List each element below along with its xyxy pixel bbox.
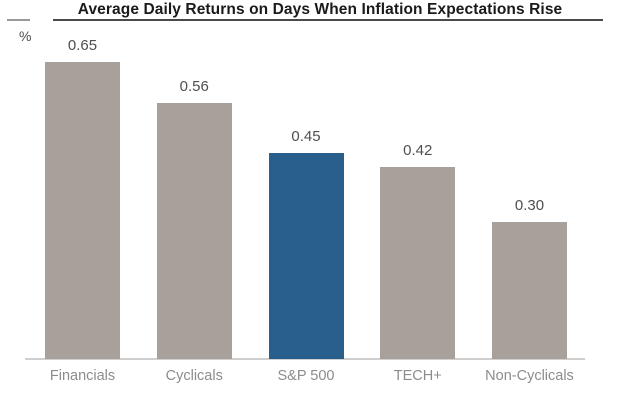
bar-cyclicals xyxy=(156,103,232,359)
bar-value-label: 0.65 xyxy=(67,37,98,54)
title-underline xyxy=(53,19,603,21)
bar-value-label: 0.45 xyxy=(291,128,321,145)
bar-non-cyclicals xyxy=(492,222,567,359)
title-left-rule xyxy=(7,19,30,21)
bar-value-label: 0.42 xyxy=(403,142,433,159)
category-label-tech: TECH+ xyxy=(393,368,442,384)
bar-value-label: 0.30 xyxy=(514,197,545,214)
category-label-s-p-500: S&P 500 xyxy=(277,368,335,384)
category-label-financials: Financials xyxy=(49,368,116,384)
y-axis-unit-label: % xyxy=(19,28,32,44)
category-label-non-cyclicals: Non-Cyclicals xyxy=(485,368,574,384)
bar-tech xyxy=(380,167,456,359)
chart-title: Average Daily Returns on Days When Infla… xyxy=(77,1,563,18)
bar-financials xyxy=(45,62,120,359)
bar-s-p-500 xyxy=(268,153,344,359)
bar-value-label: 0.56 xyxy=(179,78,209,95)
category-label-cyclicals: Cyclicals xyxy=(165,368,223,384)
x-axis-line xyxy=(25,358,585,360)
